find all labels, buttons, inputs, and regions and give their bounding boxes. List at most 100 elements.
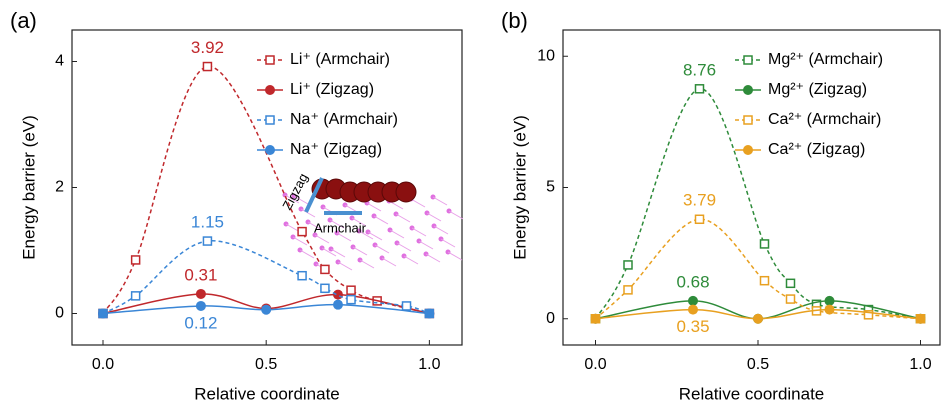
marker: [623, 260, 633, 270]
inset-bond: [381, 257, 397, 267]
panel-label: (b): [501, 8, 528, 33]
marker: [130, 291, 141, 301]
inset-bond: [433, 225, 449, 235]
legend-label: Na⁺ (Zigzag): [290, 141, 382, 158]
marker: [863, 310, 874, 320]
legend-marker: [743, 85, 753, 95]
inset-ion: [395, 181, 417, 203]
value-label: 3.92: [191, 38, 224, 57]
marker: [320, 283, 330, 294]
marker: [424, 308, 435, 319]
inset-bond: [367, 231, 383, 241]
inset-bond: [366, 202, 382, 212]
series-line: [102, 240, 430, 315]
inset-bond: [336, 232, 352, 242]
x-tick-label: 0.5: [255, 356, 277, 373]
marker: [759, 275, 770, 286]
inset-bond: [448, 210, 464, 220]
y-tick-label: 0: [546, 310, 555, 327]
inset-bond: [426, 212, 442, 222]
panel-label: (a): [10, 8, 37, 33]
marker: [694, 84, 705, 94]
marker: [759, 239, 770, 249]
legend-marker: [265, 145, 275, 155]
legend-marker: [743, 55, 753, 65]
x-axis-label: Relative coordinate: [194, 384, 340, 403]
marker: [261, 304, 272, 315]
y-axis-label: Energy barrier (eV): [19, 115, 38, 260]
marker: [320, 264, 330, 275]
value-label: 0.68: [676, 272, 709, 291]
value-label: 3.79: [683, 191, 716, 210]
inset-bond: [418, 240, 434, 250]
marker: [202, 61, 213, 72]
legend-label: Na⁺ (Armchair): [290, 111, 398, 128]
inset-bond: [292, 236, 308, 246]
inset-bond: [293, 195, 309, 205]
inset-bond: [329, 219, 345, 229]
x-axis-label: Relative coordinate: [679, 384, 825, 403]
inset-bond: [284, 194, 300, 204]
inset-bond: [358, 230, 374, 240]
marker: [688, 304, 698, 315]
inset-bond: [321, 247, 337, 257]
inset-bond: [389, 229, 405, 239]
x-tick-label: 1.0: [418, 356, 440, 373]
inset-bond: [314, 234, 330, 244]
marker: [623, 285, 633, 295]
marker: [915, 313, 926, 324]
inset-bond: [425, 253, 441, 263]
marker: [332, 289, 343, 300]
marker: [98, 308, 109, 319]
inset-bond: [374, 244, 390, 254]
inset-bond: [373, 215, 389, 225]
marker: [195, 300, 206, 311]
legend-marker: [265, 55, 275, 65]
inset-bond: [411, 227, 427, 237]
value-label: 0.31: [184, 265, 217, 284]
inset-bond: [403, 255, 419, 265]
legend-label: Ca²⁺ (Zigzag): [768, 141, 865, 158]
x-tick-label: 0.5: [747, 356, 769, 373]
value-label: 8.76: [683, 60, 716, 79]
inset-bond: [330, 248, 346, 258]
plot-frame: [562, 29, 941, 346]
legend-marker: [265, 85, 275, 95]
marker: [332, 299, 343, 310]
legend-label: Li⁺ (Zigzag): [290, 81, 374, 98]
legend-marker: [743, 145, 753, 155]
x-tick-label: 0.0: [92, 356, 114, 373]
series-line: [594, 88, 921, 320]
inset-arrow: [304, 177, 324, 213]
value-label: 0.12: [184, 313, 217, 332]
legend-label: Ca²⁺ (Armchair): [768, 111, 881, 128]
y-tick-label: 10: [537, 47, 555, 64]
inset-bond: [396, 242, 412, 252]
y-axis-label: Energy barrier (eV): [510, 115, 529, 260]
legend-marker: [743, 115, 753, 125]
y-tick-label: 2: [55, 179, 64, 196]
inset-bond: [359, 259, 375, 269]
legend-marker: [265, 115, 275, 125]
marker: [401, 301, 412, 311]
inset-bond: [395, 213, 411, 223]
value-label: 1.15: [191, 213, 224, 232]
inset-bond: [337, 261, 353, 271]
legend-label: Mg²⁺ (Zigzag): [768, 81, 867, 98]
value-label: 0.35: [676, 317, 709, 336]
inset-label: Armchair: [314, 220, 367, 235]
marker: [297, 270, 307, 281]
series-line: [102, 65, 430, 315]
marker: [694, 214, 705, 225]
marker: [297, 226, 307, 237]
inset-bond: [432, 196, 448, 206]
marker: [753, 313, 763, 324]
inset-bond: [447, 251, 463, 261]
inset-bond: [299, 249, 315, 259]
inset-bond: [352, 246, 368, 256]
marker: [824, 304, 835, 315]
x-tick-label: 1.0: [909, 356, 931, 373]
marker: [195, 288, 206, 299]
